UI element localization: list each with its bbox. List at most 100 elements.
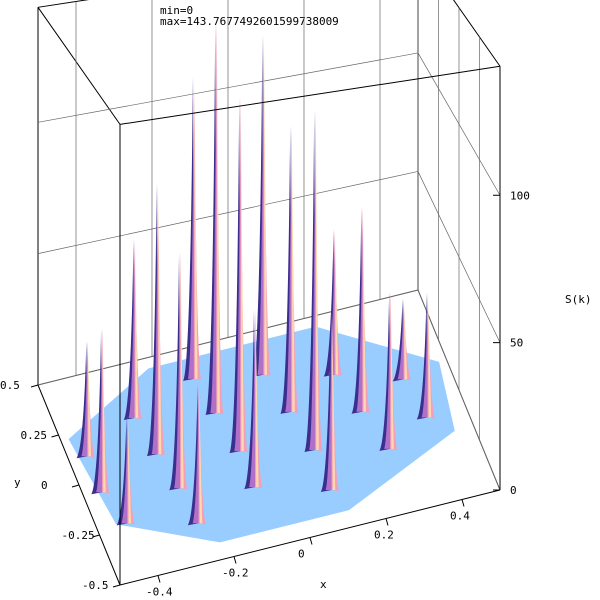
peak (252, 34, 271, 377)
peak (320, 311, 339, 492)
peak-highlight (362, 208, 366, 412)
peak-side (81, 341, 89, 457)
z-tick-label: 50 (510, 337, 523, 350)
peak-highlight (199, 387, 203, 524)
y-tick-label: 0 (41, 479, 48, 492)
peak-shadow (244, 309, 255, 490)
min-label: min=0 (160, 4, 194, 17)
x-tick-label: -0.4 (146, 586, 173, 599)
peak (351, 206, 370, 414)
peak (116, 415, 135, 526)
peak-side (356, 206, 364, 412)
y-tick (71, 484, 80, 488)
peak-side (285, 125, 293, 412)
peak-highlight (102, 331, 106, 493)
x-tick-label: 0 (298, 548, 305, 561)
peak (76, 341, 95, 459)
grid-line (417, 289, 501, 491)
peak (244, 309, 263, 490)
x-tick (385, 518, 389, 526)
axis-ticks: -0.4 -0.2 0 0.2 0.4 0.5 0.25 0 -0.25 -0.5 0 50 100 (0, 189, 530, 598)
peak-highlight (291, 127, 295, 412)
peak-side (325, 311, 333, 490)
z-tick-label: 100 (510, 189, 530, 202)
peak (304, 109, 323, 452)
max-label: max=143.7677492601599738009 (160, 15, 339, 28)
peak-highlight (404, 300, 408, 380)
peak-highlight (390, 293, 394, 449)
peak-highlight (315, 111, 319, 450)
x-tick (157, 575, 161, 583)
peak (392, 298, 411, 382)
peak-shadow (183, 76, 194, 381)
y-axis-label: y (14, 476, 21, 489)
peak-side (174, 252, 182, 489)
y-tick (30, 384, 39, 388)
peak-side (128, 239, 136, 418)
x-tick-label: 0.2 (374, 529, 394, 542)
peak-highlight (216, 23, 220, 414)
peak-side (421, 292, 429, 418)
peak-shadow (252, 34, 264, 377)
box-edge (119, 65, 501, 125)
x-tick (461, 499, 465, 507)
peak (123, 239, 142, 420)
peak-highlight (428, 294, 432, 418)
x-tick-label: -0.2 (222, 567, 249, 580)
grid-line (37, 171, 419, 254)
peak-shadow (304, 109, 316, 452)
peak-highlight (240, 98, 244, 452)
y-tick-label: 0.5 (0, 379, 20, 392)
peak-side (192, 385, 200, 524)
peak (183, 76, 202, 381)
peak-side (234, 96, 242, 452)
peak-side (309, 109, 317, 450)
peak-shadow (351, 206, 363, 414)
peak-side (187, 76, 195, 379)
peak-highlight (158, 185, 162, 455)
x-tick (309, 537, 313, 545)
x-axis-label: x (320, 578, 327, 591)
peak-side (257, 34, 265, 375)
x-tick (233, 556, 237, 564)
peak (146, 183, 165, 457)
peak-shadow (280, 125, 292, 414)
peak-shadow (91, 329, 103, 495)
peak-highlight (263, 36, 267, 375)
peak-highlight (335, 231, 339, 375)
peak-side (249, 309, 256, 488)
peak (205, 21, 224, 416)
peak (187, 385, 206, 526)
grid-line (417, 171, 501, 343)
peak-highlight (87, 343, 91, 457)
z-tick-label: 0 (510, 484, 517, 497)
peak (91, 329, 110, 495)
peak (229, 96, 248, 454)
peak-side (121, 415, 129, 524)
peak-shadow (229, 96, 241, 454)
peak-side (384, 291, 392, 449)
peak-shadow (146, 183, 158, 457)
peak-shadow (169, 252, 181, 491)
box-edge (37, 7, 121, 125)
peak-shadow (123, 239, 135, 420)
y-tick-label: 0.25 (21, 429, 48, 442)
peak-side (397, 298, 405, 380)
peak (416, 292, 435, 420)
peak-shadow (205, 21, 217, 416)
peak-highlight (180, 254, 184, 489)
peak (280, 125, 299, 414)
peak-highlight (127, 417, 132, 524)
peak-highlight (135, 241, 139, 418)
peak-highlight (332, 313, 336, 490)
peak-side (210, 21, 218, 414)
y-tick (92, 534, 100, 538)
peak-highlight (194, 78, 198, 379)
x-tick-label: 0.4 (450, 510, 470, 523)
peaks-layer (76, 21, 435, 526)
y-tick (51, 434, 59, 438)
peak-shadow (320, 311, 332, 492)
peak-side (96, 329, 104, 493)
peak-side (328, 229, 336, 375)
